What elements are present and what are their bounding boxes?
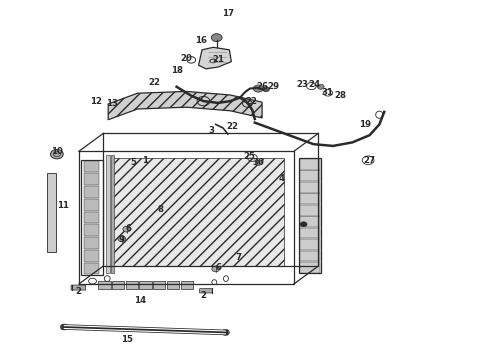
Text: 10: 10 [51,147,63,156]
Text: 5: 5 [131,158,137,167]
Text: 2: 2 [200,291,206,300]
Circle shape [253,85,263,92]
Circle shape [318,84,324,89]
Text: 17: 17 [222,9,234,18]
Text: 29: 29 [268,82,279,91]
Text: 11: 11 [57,201,69,210]
Bar [299,158,321,273]
FancyBboxPatch shape [199,289,212,293]
Bar [84,161,99,172]
Bar [180,282,193,289]
Text: 22: 22 [245,97,257,106]
Bar [153,282,165,289]
Circle shape [263,87,270,92]
Text: 15: 15 [121,335,133,344]
Bar [84,250,99,262]
Bar [47,173,56,252]
Circle shape [211,34,222,41]
Bar [300,193,320,204]
Bar [300,262,320,273]
Bar [300,216,320,227]
Text: 4: 4 [279,174,285,183]
Bar [111,155,114,273]
Circle shape [123,226,131,232]
Bar [106,155,110,273]
Bar [126,282,138,289]
Bar [300,170,320,181]
Bar [84,237,99,249]
Bar [140,282,152,289]
Bar [167,282,179,289]
Bar [84,263,99,274]
Text: 26: 26 [256,82,268,91]
Bar [84,224,99,236]
Circle shape [221,329,229,335]
Text: 7: 7 [236,253,242,262]
Circle shape [212,266,220,272]
Bar [84,186,99,198]
Bar [84,199,99,211]
Text: 18: 18 [171,66,183,75]
Text: 27: 27 [364,156,376,165]
Circle shape [255,160,262,165]
Bar [300,159,320,170]
Polygon shape [198,47,231,69]
Bar [300,228,320,238]
Bar [84,212,99,223]
Text: 22: 22 [148,78,161,87]
Circle shape [300,222,307,227]
Bar [84,174,99,185]
Bar [300,239,320,250]
Text: 20: 20 [180,54,192,63]
Bar [300,182,320,193]
Bar [300,205,320,216]
Bar [113,158,284,266]
Text: 24: 24 [309,81,321,90]
Polygon shape [108,91,262,120]
Text: 31: 31 [321,87,333,96]
Text: 1: 1 [142,156,148,165]
Circle shape [50,149,63,159]
Bar [112,282,124,289]
Circle shape [118,236,126,242]
Text: 6: 6 [215,264,221,273]
Text: 13: 13 [106,99,118,108]
Bar [98,282,111,289]
Text: 28: 28 [334,91,346,100]
Text: 22: 22 [227,122,239,131]
Text: 2: 2 [75,287,81,296]
Text: 6: 6 [126,224,132,233]
Circle shape [60,324,68,330]
Text: 8: 8 [158,205,164,214]
Bar [300,251,320,261]
Text: 19: 19 [359,120,371,129]
Text: 3: 3 [209,126,215,135]
Text: 12: 12 [90,97,102,106]
Text: 14: 14 [134,296,146,305]
Text: 16: 16 [195,36,207,45]
Text: 30: 30 [253,158,265,167]
FancyBboxPatch shape [71,285,86,290]
Text: 23: 23 [296,81,309,90]
Text: 21: 21 [212,55,224,64]
Text: 25: 25 [243,152,255,161]
Bar [81,160,103,275]
Text: 9: 9 [119,235,125,244]
